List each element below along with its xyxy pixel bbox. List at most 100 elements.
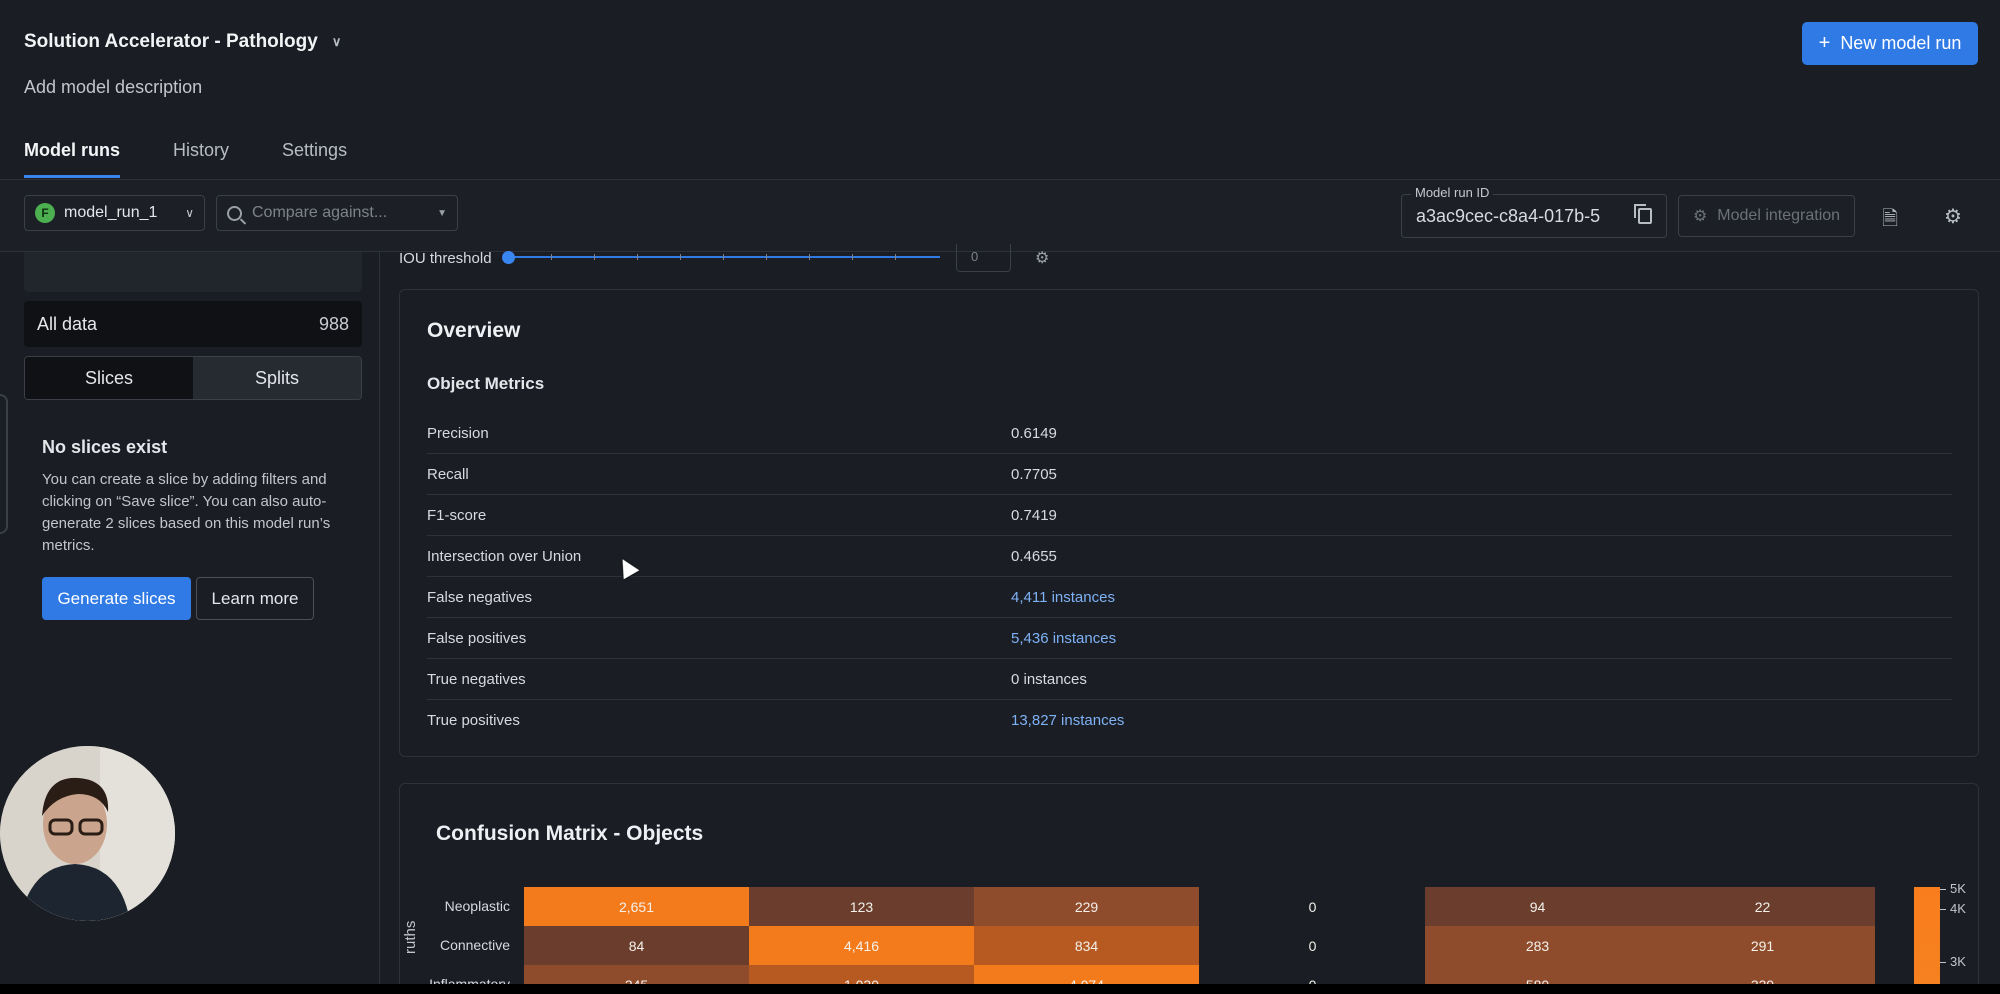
matrix-cell[interactable]: 283 xyxy=(1425,926,1650,965)
toolbar: F model_run_1 ∨ Compare against... ▼ a3a… xyxy=(0,180,2000,252)
matrix-cell[interactable]: 345 xyxy=(524,965,749,984)
metric-value: 0.4655 xyxy=(1011,547,1057,565)
matrix-cell[interactable]: 4,416 xyxy=(749,926,974,965)
metric-label: True negatives xyxy=(427,670,526,688)
matrix-cell[interactable]: 22 xyxy=(1650,887,1875,926)
metric-row: Recall 0.7705 xyxy=(427,454,1952,495)
colorbar-tick xyxy=(1940,962,1946,963)
matrix-cell[interactable]: 834 xyxy=(974,926,1199,965)
colorbar-tick-label: 5K xyxy=(1950,881,1966,896)
slices-splits-toggle: Slices Splits xyxy=(24,356,362,400)
metric-label: True positives xyxy=(427,712,520,729)
model-run-id-field[interactable]: a3ac9cec-c8a4-017b-5 xyxy=(1401,194,1667,238)
tab-bar: Model runs History Settings xyxy=(24,140,400,178)
all-data-count: 988 xyxy=(318,313,349,334)
project-title: Solution Accelerator - Pathology xyxy=(24,31,318,52)
segment-slices[interactable]: Slices xyxy=(25,357,193,399)
metric-value-link[interactable]: 5,436 instances xyxy=(1011,629,1117,647)
metric-label: Intersection over Union xyxy=(427,547,582,565)
compare-against-select[interactable]: Compare against... ▼ xyxy=(216,195,458,231)
matrix-cell[interactable]: 291 xyxy=(1650,926,1875,965)
new-model-run-label: New model run xyxy=(1840,33,1962,53)
model-run-id-label: Model run ID xyxy=(1411,185,1494,200)
colorbar xyxy=(1914,887,1940,984)
slider-tick xyxy=(766,254,767,260)
metric-label: Precision xyxy=(427,424,489,442)
gear-icon[interactable]: ⚙ xyxy=(1035,250,1050,267)
matrix-cell[interactable]: 0 xyxy=(1200,965,1425,985)
overview-title: Overview xyxy=(427,319,521,342)
tab-model-runs[interactable]: Model runs xyxy=(24,140,121,178)
slider-tick xyxy=(680,254,681,260)
matrix-cell[interactable]: 84 xyxy=(524,926,749,965)
gear-bolt-icon: ⚙ xyxy=(1692,208,1708,225)
metric-row: False negatives 4,411 instances xyxy=(427,577,1952,618)
confusion-matrix-title: Confusion Matrix - Objects xyxy=(436,822,704,845)
matrix-cell[interactable]: 1,030 xyxy=(749,965,974,984)
all-data-label: All data xyxy=(37,313,98,334)
empty-state-text: You can create a slice by adding filters… xyxy=(42,471,331,554)
iou-slider-handle[interactable] xyxy=(502,251,515,264)
run-badge: F xyxy=(35,203,55,223)
matrix-cell[interactable]: 229 xyxy=(974,887,1199,926)
chevron-down-icon: ∨ xyxy=(185,206,194,220)
slider-tick xyxy=(852,254,853,260)
search-icon xyxy=(227,205,242,221)
header-divider xyxy=(0,179,2000,180)
webcam-overlay xyxy=(0,746,175,921)
model-integration-label: Model integration xyxy=(1717,207,1841,224)
all-data-item[interactable]: All data 988 xyxy=(24,301,362,347)
gear-icon[interactable]: ⚙ xyxy=(1944,206,1962,228)
segment-splits[interactable]: Splits xyxy=(193,357,361,399)
metric-row: True negatives 0 instances xyxy=(427,659,1952,700)
model-run-id-value: a3ac9cec-c8a4-017b-5 xyxy=(1416,205,1601,226)
project-title-dropdown[interactable]: Solution Accelerator - Pathology ∨ xyxy=(24,31,341,53)
matrix-cell[interactable]: 4,074 xyxy=(974,965,1199,984)
matrix-cell[interactable]: 94 xyxy=(1425,887,1650,926)
model-run-select[interactable]: F model_run_1 ∨ xyxy=(24,195,205,231)
matrix-cell[interactable]: 339 xyxy=(1650,965,1875,984)
new-model-run-button[interactable]: + New model run xyxy=(1802,22,1978,65)
matrix-cell[interactable]: 2,651 xyxy=(524,887,749,926)
caret-down-icon: ▼ xyxy=(437,207,447,219)
overview-card: Overview Object Metrics Precision 0.6149 R… xyxy=(399,289,1979,757)
tab-settings[interactable]: Settings xyxy=(282,140,348,160)
slider-tick xyxy=(809,254,810,260)
metric-value-link[interactable]: 13,827 instances xyxy=(1011,712,1125,729)
tab-history[interactable]: History xyxy=(173,140,230,160)
report-icon[interactable]: 🗎 xyxy=(1882,208,1899,230)
metric-value: 0.7705 xyxy=(1011,465,1057,483)
filter-box xyxy=(24,252,362,292)
panel-edge-handle[interactable] xyxy=(0,394,8,534)
metric-row: False positives 5,436 instances xyxy=(427,618,1952,659)
slider-tick xyxy=(594,254,595,260)
chevron-down-icon: ∨ xyxy=(331,34,342,49)
run-name: model_run_1 xyxy=(64,204,158,221)
metric-label: False negatives xyxy=(427,588,533,606)
metric-row: F1-score 0.7419 xyxy=(427,495,1952,536)
confusion-matrix-card: Confusion Matrix - Objects ruths Neoplas… xyxy=(399,783,1979,984)
copy-icon[interactable] xyxy=(1634,204,1652,224)
metric-label: Recall xyxy=(427,465,469,483)
matrix-cell[interactable]: 123 xyxy=(749,887,974,926)
model-integration-button[interactable]: ⚙ Model integration xyxy=(1678,195,1855,237)
matrix-cell[interactable]: 0 xyxy=(1308,898,1317,915)
matrix-cell[interactable]: 580 xyxy=(1425,965,1650,984)
object-metrics-title: Object Metrics xyxy=(427,374,545,393)
colorbar-tick-label: 4K xyxy=(1950,901,1966,916)
matrix-cell[interactable]: 0 xyxy=(1308,937,1317,954)
presenter-video xyxy=(0,746,175,921)
metric-value-link[interactable]: 4,411 instances xyxy=(1011,588,1115,606)
iou-slider-track[interactable] xyxy=(508,256,940,258)
slider-tick xyxy=(551,254,552,260)
metric-value: 0.6149 xyxy=(1011,424,1057,442)
generate-slices-button[interactable]: Generate slices xyxy=(42,577,191,620)
metric-label: False positives xyxy=(427,629,527,647)
metric-value: 0.7419 xyxy=(1011,506,1057,524)
model-description[interactable]: Add model description xyxy=(24,77,203,97)
iou-threshold-input[interactable]: 0 xyxy=(956,244,1011,272)
matrix-row-label: Neoplastic xyxy=(444,898,510,914)
learn-more-button[interactable]: Learn more xyxy=(196,577,314,620)
slider-tick xyxy=(637,254,638,260)
